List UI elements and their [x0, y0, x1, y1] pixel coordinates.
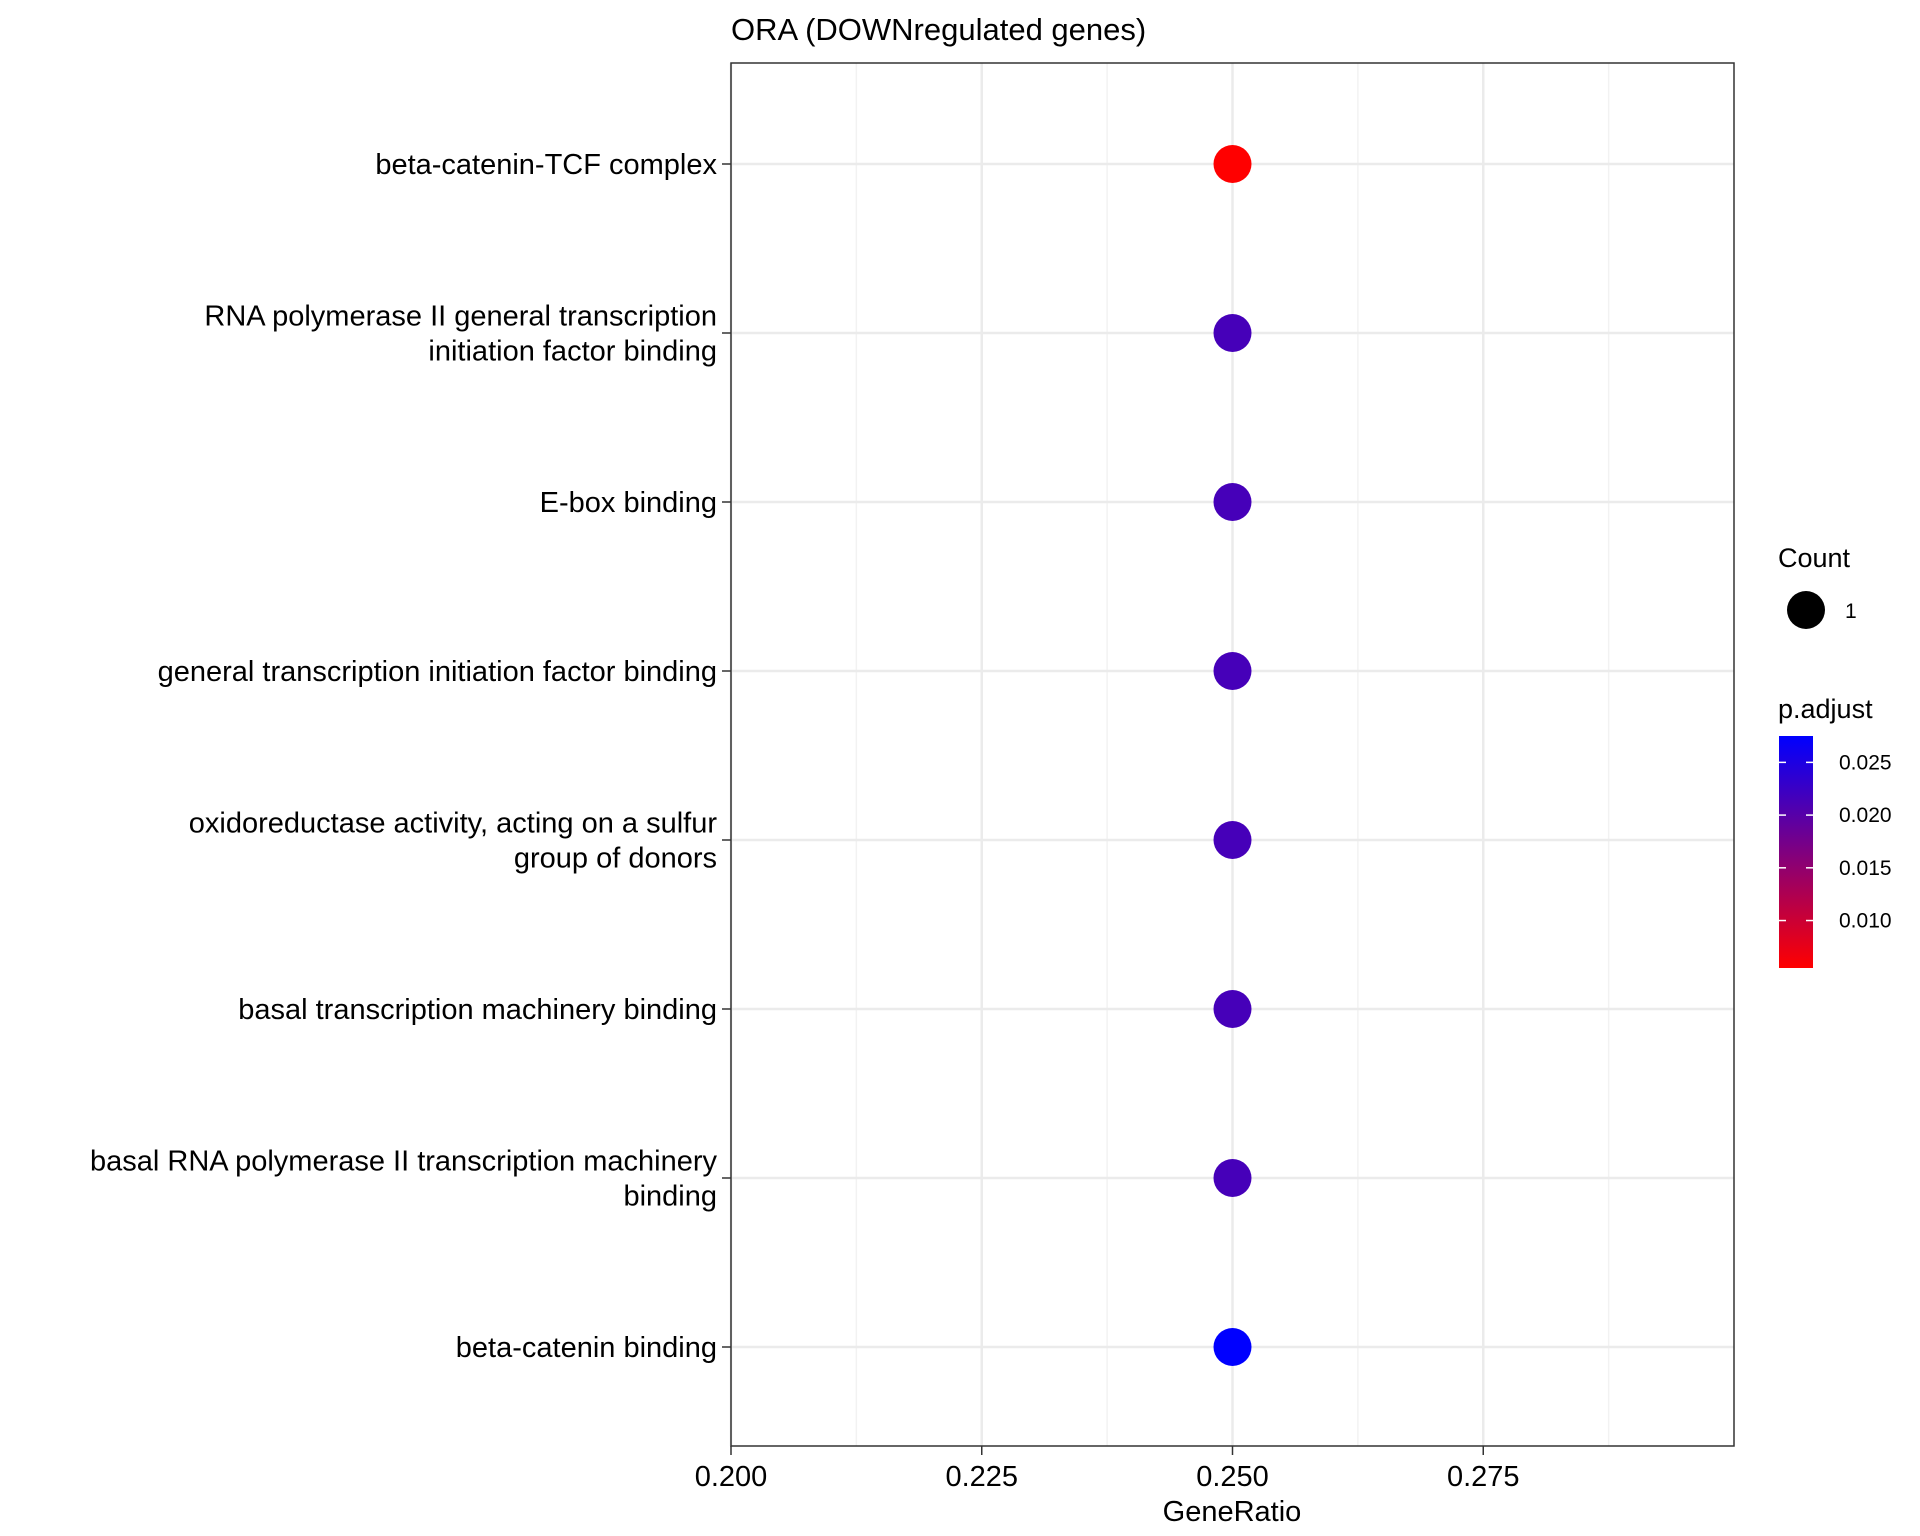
y-tick-label: oxidoreductase activity, acting on a sul…: [189, 808, 718, 875]
legend: Count 1 p.adjust 0.010 0.015 0.020 0.025: [1778, 543, 1892, 968]
x-tick-label: 0.275: [1447, 1461, 1520, 1493]
data-point: [1213, 1328, 1252, 1366]
data-point: [1213, 314, 1252, 352]
chart-title: ORA (DOWNregulated genes): [731, 12, 1146, 47]
legend-size-items: 1: [1787, 591, 1857, 629]
x-axis: 0.200 0.225 0.250 0.275: [695, 1446, 1520, 1493]
legend-size-key: [1787, 591, 1825, 629]
y-tick-label: RNA polymerase II general transcription i…: [204, 301, 717, 368]
legend-count-title: Count: [1778, 543, 1851, 573]
y-tick-label-line: general transcription initiation factor …: [158, 656, 717, 688]
x-tick-label: 0.200: [695, 1461, 768, 1493]
data-point: [1213, 990, 1252, 1028]
x-tick-label: 0.225: [945, 1461, 1018, 1493]
y-tick-label-line: beta-catenin binding: [456, 1332, 717, 1364]
legend-size-label: 1: [1845, 600, 1857, 623]
y-tick-label: basal RNA polymerase II transcription ma…: [90, 1146, 717, 1213]
data-point: [1213, 652, 1252, 690]
y-tick-label: E-box binding: [540, 487, 717, 519]
data-point: [1213, 145, 1252, 183]
y-tick-label: general transcription initiation factor …: [158, 656, 717, 688]
data-point: [1213, 821, 1252, 859]
y-tick-label-line: beta-catenin-TCF complex: [375, 149, 717, 181]
y-tick-label-line: group of donors: [514, 843, 717, 875]
y-tick-label-line: RNA polymerase II general transcription: [204, 301, 717, 333]
x-tick-label: 0.250: [1196, 1461, 1269, 1493]
y-axis: beta-catenin-TCF complex RNA polymerase I…: [90, 149, 731, 1364]
x-axis-label: GeneRatio: [1163, 1496, 1302, 1528]
y-tick-label: beta-catenin-TCF complex: [375, 149, 717, 181]
y-tick-label-line: binding: [623, 1181, 717, 1213]
colorbar: [1779, 736, 1813, 968]
plot-panel: [729, 62, 1735, 1447]
y-tick-label-line: initiation factor binding: [428, 336, 717, 368]
data-point: [1213, 1159, 1252, 1197]
colorbar-tick-label: 0.015: [1839, 857, 1892, 880]
y-tick-label: beta-catenin binding: [456, 1332, 717, 1364]
data-point: [1213, 483, 1252, 521]
y-tick-label-line: oxidoreductase activity, acting on a sul…: [189, 808, 718, 840]
legend-padj-title: p.adjust: [1778, 694, 1873, 724]
grid-minor: [855, 63, 1610, 1446]
y-tick-label-line: E-box binding: [540, 487, 717, 519]
y-tick-label-line: basal RNA polymerase II transcription ma…: [90, 1146, 717, 1178]
colorbar-tick-label: 0.010: [1839, 910, 1892, 933]
colorbar-tick-label: 0.020: [1839, 804, 1892, 827]
colorbar-tick-label: 0.025: [1839, 751, 1892, 774]
colorbar-ticks: 0.010 0.015 0.020 0.025: [1779, 751, 1892, 933]
y-tick-label-line: basal transcription machinery binding: [238, 994, 717, 1026]
y-tick-label: basal transcription machinery binding: [238, 994, 717, 1026]
data-points: [1213, 145, 1252, 1366]
